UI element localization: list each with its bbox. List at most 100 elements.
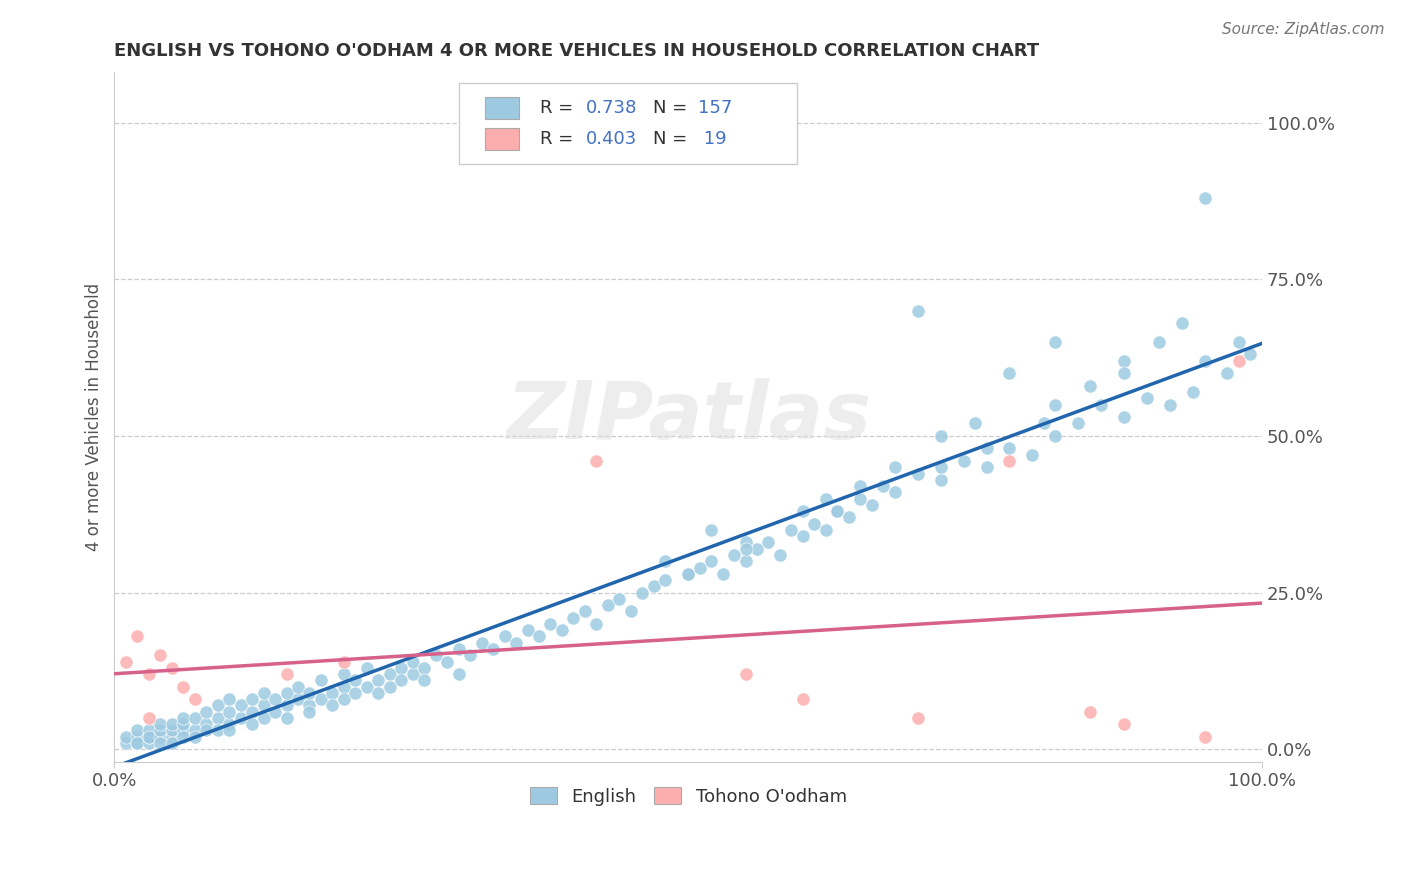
Point xyxy=(998,366,1021,380)
Point xyxy=(240,692,263,706)
Point xyxy=(607,591,630,606)
Point xyxy=(172,680,194,694)
Point xyxy=(1170,316,1192,330)
Point xyxy=(1136,392,1159,406)
Point xyxy=(1090,398,1112,412)
Point xyxy=(184,711,207,725)
Point xyxy=(998,454,1021,468)
Point xyxy=(149,730,172,744)
Point xyxy=(321,686,343,700)
Point xyxy=(976,460,998,475)
Point xyxy=(814,491,837,506)
Point xyxy=(138,736,160,750)
Point xyxy=(1159,398,1181,412)
Point xyxy=(907,711,929,725)
Point xyxy=(333,692,356,706)
Point xyxy=(149,736,172,750)
Point xyxy=(734,554,756,568)
Point xyxy=(907,467,929,481)
Point xyxy=(172,711,194,725)
FancyBboxPatch shape xyxy=(485,128,519,151)
Point xyxy=(574,604,596,618)
Point xyxy=(1216,366,1239,380)
Point xyxy=(149,648,172,663)
Point xyxy=(229,711,252,725)
Point xyxy=(620,604,643,618)
Point xyxy=(149,717,172,731)
Point xyxy=(172,717,194,731)
Point xyxy=(723,548,745,562)
Text: 0.403: 0.403 xyxy=(586,130,637,148)
Point xyxy=(1078,378,1101,392)
Point xyxy=(872,479,894,493)
Point xyxy=(1045,429,1067,443)
Point xyxy=(494,629,516,643)
Point xyxy=(849,491,872,506)
Point xyxy=(218,705,240,719)
Point xyxy=(734,667,756,681)
Point xyxy=(482,642,505,657)
Point xyxy=(378,680,401,694)
Point xyxy=(218,723,240,738)
Point xyxy=(298,705,321,719)
Text: 0.738: 0.738 xyxy=(586,99,637,117)
Point xyxy=(814,523,837,537)
Point xyxy=(309,673,332,688)
Text: ENGLISH VS TOHONO O'ODHAM 4 OR MORE VEHICLES IN HOUSEHOLD CORRELATION CHART: ENGLISH VS TOHONO O'ODHAM 4 OR MORE VEHI… xyxy=(114,42,1039,60)
Point xyxy=(734,541,756,556)
Point xyxy=(298,698,321,713)
Point xyxy=(447,667,470,681)
Point xyxy=(252,698,274,713)
Point xyxy=(252,711,274,725)
Point xyxy=(138,730,160,744)
Text: 157: 157 xyxy=(699,99,733,117)
Point xyxy=(711,566,734,581)
Point xyxy=(127,723,149,738)
Point xyxy=(585,454,607,468)
FancyBboxPatch shape xyxy=(485,97,519,120)
Point xyxy=(218,717,240,731)
Point xyxy=(172,730,194,744)
Point xyxy=(1032,417,1054,431)
Point xyxy=(792,504,814,518)
Point xyxy=(184,723,207,738)
Point xyxy=(471,636,494,650)
Point xyxy=(769,548,792,562)
Point xyxy=(1021,448,1043,462)
Point xyxy=(115,655,138,669)
Text: N =: N = xyxy=(652,99,693,117)
Point xyxy=(115,736,138,750)
Point xyxy=(309,692,332,706)
Point xyxy=(195,717,218,731)
Point xyxy=(333,655,356,669)
Point xyxy=(127,736,149,750)
Point xyxy=(207,698,229,713)
Point xyxy=(264,692,287,706)
Point xyxy=(207,723,229,738)
Point xyxy=(458,648,481,663)
Point xyxy=(676,566,699,581)
Point xyxy=(138,723,160,738)
Point xyxy=(1147,334,1170,349)
Point xyxy=(1227,353,1250,368)
Point xyxy=(160,730,183,744)
Point xyxy=(138,730,160,744)
Point xyxy=(963,417,986,431)
Text: R =: R = xyxy=(540,99,579,117)
Point xyxy=(1194,353,1216,368)
Point xyxy=(333,667,356,681)
Point xyxy=(1114,717,1136,731)
Point xyxy=(287,680,309,694)
Point xyxy=(676,566,699,581)
Point xyxy=(207,711,229,725)
Point xyxy=(860,498,883,512)
Point xyxy=(321,698,343,713)
Point xyxy=(631,585,654,599)
Point xyxy=(447,642,470,657)
Point xyxy=(527,629,550,643)
Point xyxy=(883,460,905,475)
Point xyxy=(127,629,149,643)
Legend: English, Tohono O'odham: English, Tohono O'odham xyxy=(520,779,856,814)
Point xyxy=(264,705,287,719)
Point xyxy=(160,661,183,675)
